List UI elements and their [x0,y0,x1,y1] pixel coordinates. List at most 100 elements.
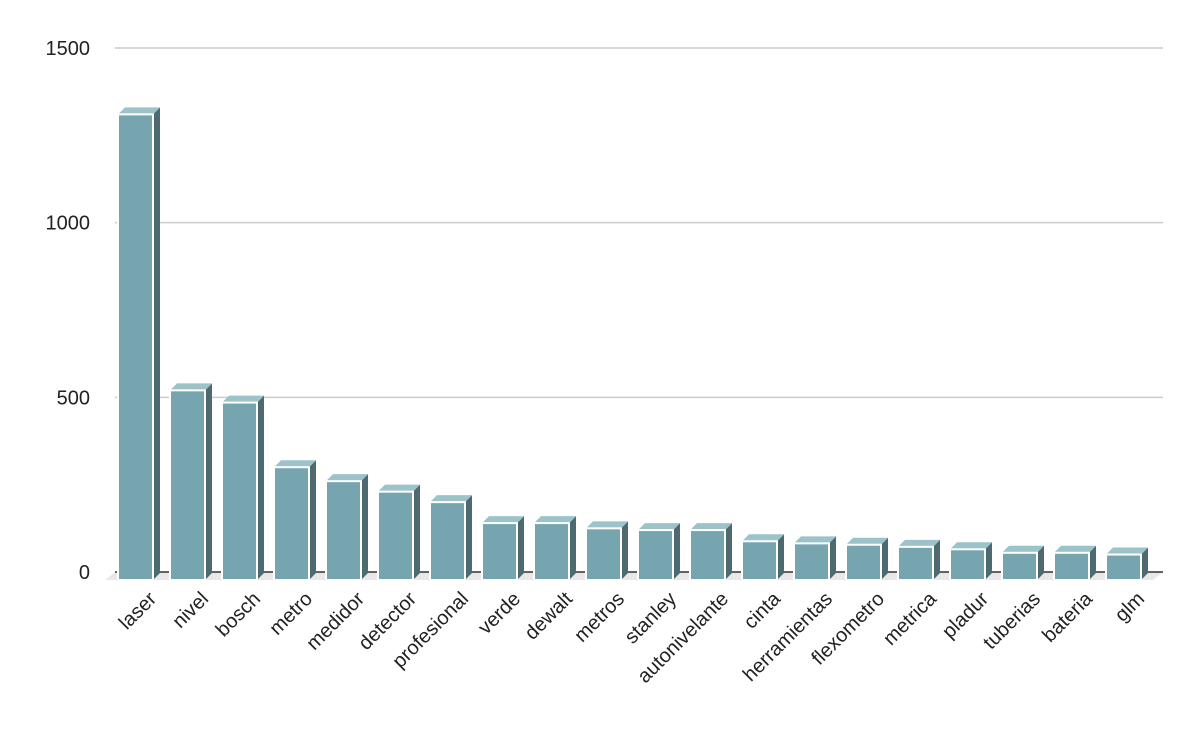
bar-top [1002,545,1044,553]
bar-top [1106,547,1148,555]
bar-top [586,521,628,529]
bar-side [777,534,784,580]
bar [845,537,888,582]
bar-front [117,113,154,582]
x-tick-label: tuberias [979,588,1045,654]
bar-front [533,522,570,581]
bar-side [933,539,940,580]
bar [741,534,784,581]
bar-front [221,401,258,581]
bar-top [378,484,420,492]
bar-side [361,474,368,580]
bar-front [897,545,934,582]
bar-side [465,495,472,580]
bar [221,395,264,581]
bar-side [205,383,212,580]
y-tick-label: 0 [79,562,90,584]
bar [377,484,420,581]
bar-side [985,542,992,580]
bar-top [898,539,940,547]
x-tick-label: bateria [1038,587,1097,646]
bar-front [169,389,206,582]
bar [533,516,576,581]
bar-side [153,107,160,580]
bar-side [309,460,316,580]
bar-front [845,543,882,582]
bar-front [793,542,830,582]
bar [637,523,680,582]
bar-side [257,395,264,580]
bar-top [274,460,316,468]
bar-top [1054,545,1096,553]
bar [1001,545,1044,582]
bar-front [949,548,986,582]
bar [689,523,732,582]
bar-side [1037,545,1044,580]
bar-side [569,516,576,580]
bar [949,542,992,582]
bar-front [1001,551,1038,582]
x-tick-label: metrica [879,587,942,650]
bar-top [170,383,212,391]
bar-top [950,542,992,550]
bar [793,536,836,582]
bar-side [413,484,420,580]
bar [273,460,316,582]
x-tick-label: dewalt [521,588,578,645]
bar-front [377,490,414,581]
bar-top [430,495,472,503]
x-tick-label: verde [474,588,525,639]
bar-top [690,523,732,531]
x-tick-label: autonivelante [633,588,733,688]
bar-front [481,522,518,581]
bar [429,495,472,581]
bar-side [1141,547,1148,580]
gridlines [115,47,1163,399]
bar-front [689,529,726,582]
bar [1105,547,1148,581]
bar-top [482,516,524,524]
x-tick-label: glm [1111,588,1149,626]
bar-top [846,537,888,545]
bars [117,107,1148,582]
bar-side [517,516,524,580]
bar-side [621,521,628,580]
y-tick-label: 1000 [46,213,91,235]
x-tick-label: metros [570,588,629,647]
x-tick-label: cinta [740,587,786,633]
bar-front [637,529,674,582]
bar-top [742,534,784,542]
bar [169,383,212,582]
bar-top [534,516,576,524]
x-tick-label: bosch [212,588,265,641]
bar [325,474,368,582]
bar-side [725,523,732,580]
bar-top [794,536,836,544]
bar-front [741,540,778,581]
bar-front [1053,551,1090,582]
bar [117,107,160,582]
bar-side [829,536,836,580]
bar-top [638,523,680,531]
bar-front [325,480,362,582]
bar-front [1105,553,1142,581]
bar-side [881,537,888,580]
bar-side [673,523,680,580]
x-tick-label: laser [115,588,161,634]
bar-top [118,107,160,115]
bar [897,539,940,582]
bar [481,516,524,581]
x-tick-label: nivel [168,588,213,633]
bar-front [273,466,310,582]
y-axis-ticks: 0 500 1000 1500 [46,38,91,584]
bar-top [222,395,264,403]
bar-top [326,474,368,482]
bar-side [1089,545,1096,580]
y-tick-label: 1500 [46,38,91,60]
bar [585,521,628,581]
bar-front [429,501,466,581]
y-tick-label: 500 [57,387,90,409]
